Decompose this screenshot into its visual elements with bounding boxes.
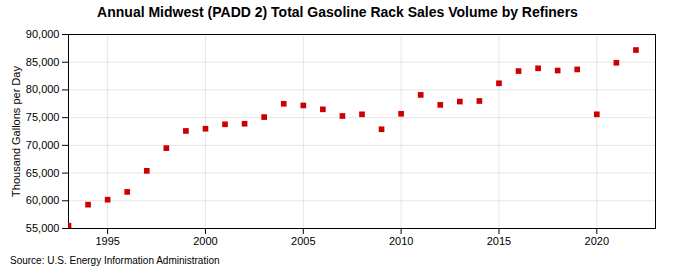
svg-text:2000: 2000 xyxy=(193,235,217,247)
svg-text:2020: 2020 xyxy=(585,235,609,247)
svg-text:60,000: 60,000 xyxy=(26,194,60,206)
html-text:Source: U.S. Energy Informatio: Source: U.S. Energy Information Administ… xyxy=(10,255,220,266)
svg-text:55,000: 55,000 xyxy=(26,222,60,234)
svg-text:2005: 2005 xyxy=(291,235,315,247)
svg-text:75,000: 75,000 xyxy=(26,111,60,123)
svg-text:1995: 1995 xyxy=(95,235,119,247)
svg-text:2010: 2010 xyxy=(389,235,413,247)
svg-text:65,000: 65,000 xyxy=(26,167,60,179)
svg-text:2015: 2015 xyxy=(487,235,511,247)
html-text:Annual Midwest (PADD 2) Total: Annual Midwest (PADD 2) Total Gasoline R… xyxy=(97,4,578,20)
svg-text:85,000: 85,000 xyxy=(26,56,60,68)
svg-text:70,000: 70,000 xyxy=(26,139,60,151)
svg-text:80,000: 80,000 xyxy=(26,83,60,95)
svg-text:Thousand Gallons per Day: Thousand Gallons per Day xyxy=(10,66,22,197)
svg-text:90,000: 90,000 xyxy=(26,28,60,40)
